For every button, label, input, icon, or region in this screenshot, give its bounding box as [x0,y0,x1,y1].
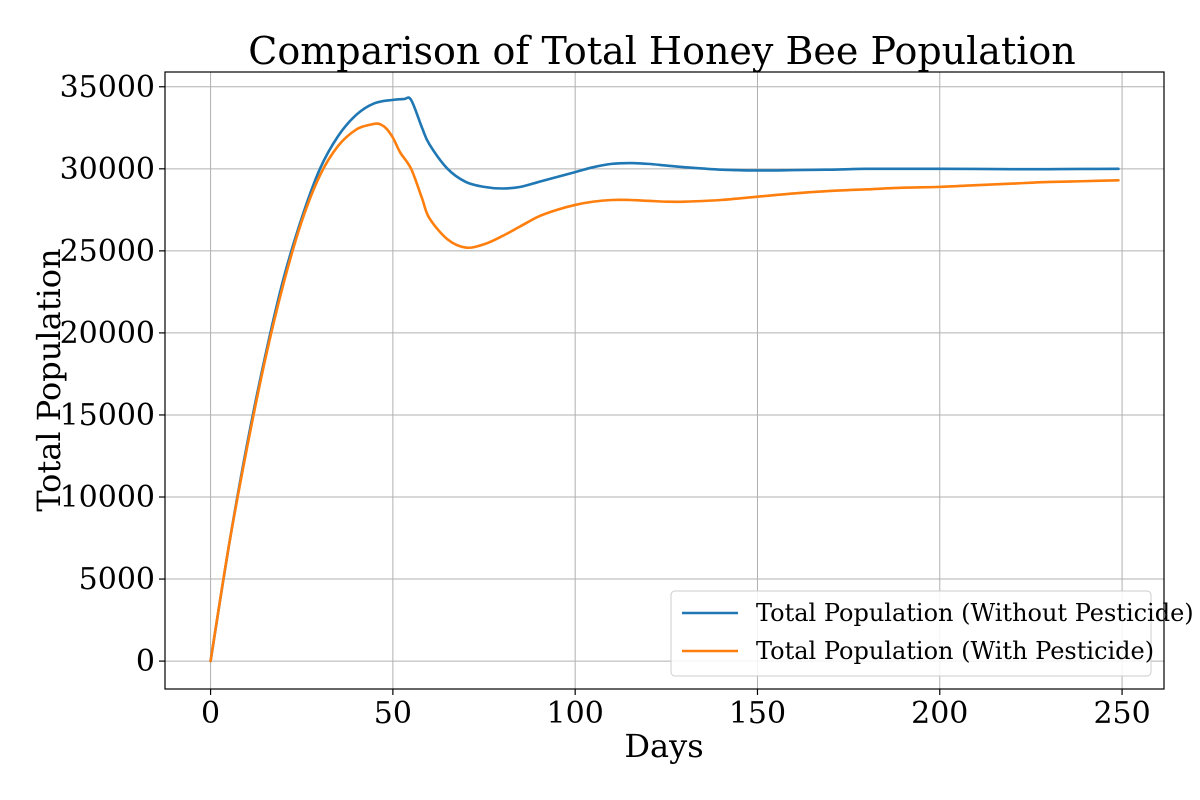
x-tick-label: 0 [201,696,220,731]
legend-label-2: Total Population (With Pesticide) [756,637,1154,665]
chart-title: Comparison of Total Honey Bee Population [248,29,1075,73]
y-tick-label: 30000 [60,152,155,187]
series-line-2 [209,122,1120,663]
series-lines [209,96,1120,663]
y-tick-label: 25000 [60,234,155,269]
axis-ticks: 0 50 100 150 200 250 0 5000 10000 15000 20000 25000… [60,70,1151,731]
y-tick-label: 15000 [60,398,155,433]
series-line-1 [209,96,1120,663]
legend-box [670,590,1152,677]
x-axis-title: Days [624,727,703,765]
y-tick-label: 5000 [79,562,155,597]
x-tick-label: 250 [1093,696,1150,731]
y-tick-label: 20000 [60,316,155,351]
x-tick-label: 100 [547,696,604,731]
plot-frame [164,71,1165,690]
y-axis-title: Total Population [30,248,68,511]
x-tick-label: 50 [374,696,412,731]
legend-label-1: Total Population (Without Pesticide) [756,599,1194,627]
x-tick-label: 200 [911,696,968,731]
y-tick-label: 35000 [60,70,155,105]
legend: Total Population (Without Pesticide) Tota… [670,590,1194,677]
y-tick-label: 0 [136,644,155,679]
x-tick-label: 150 [729,696,786,731]
y-tick-label: 10000 [60,480,155,515]
